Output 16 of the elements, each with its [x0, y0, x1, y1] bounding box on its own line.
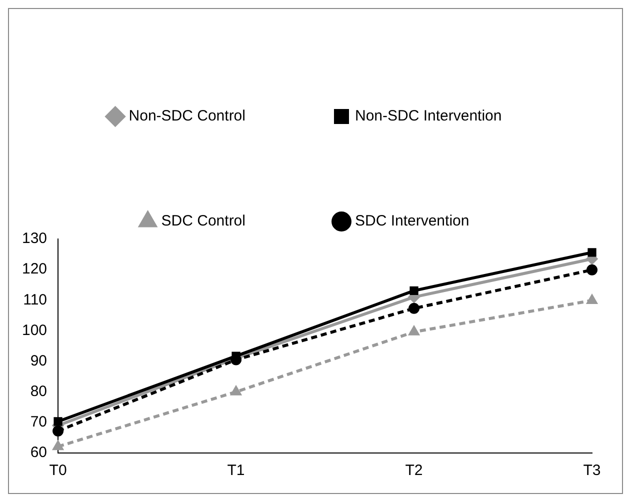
legend-label: Non-SDC Control [128, 108, 246, 125]
y-tick-label: 90 [30, 352, 48, 370]
x-tick-label: T0 [49, 462, 67, 480]
y-tick-label: 80 [30, 383, 48, 400]
y-tick-label: 110 [23, 291, 48, 308]
y-tick-label: 100 [22, 322, 48, 339]
y-tick-label: 130 [22, 230, 48, 248]
legend-label: Non-SDC Intervention [354, 108, 502, 125]
x-tick-label: T1 [227, 462, 245, 480]
y-tick-label: 70 [30, 414, 48, 431]
y-tick-label: 120 [22, 260, 48, 278]
y-tick-label: 60 [30, 444, 48, 462]
legend-label: SDC Intervention [354, 212, 470, 230]
x-tick-label: T3 [583, 462, 601, 480]
x-tick-label: T2 [405, 462, 423, 480]
legend-label: SDC Control [161, 212, 246, 230]
